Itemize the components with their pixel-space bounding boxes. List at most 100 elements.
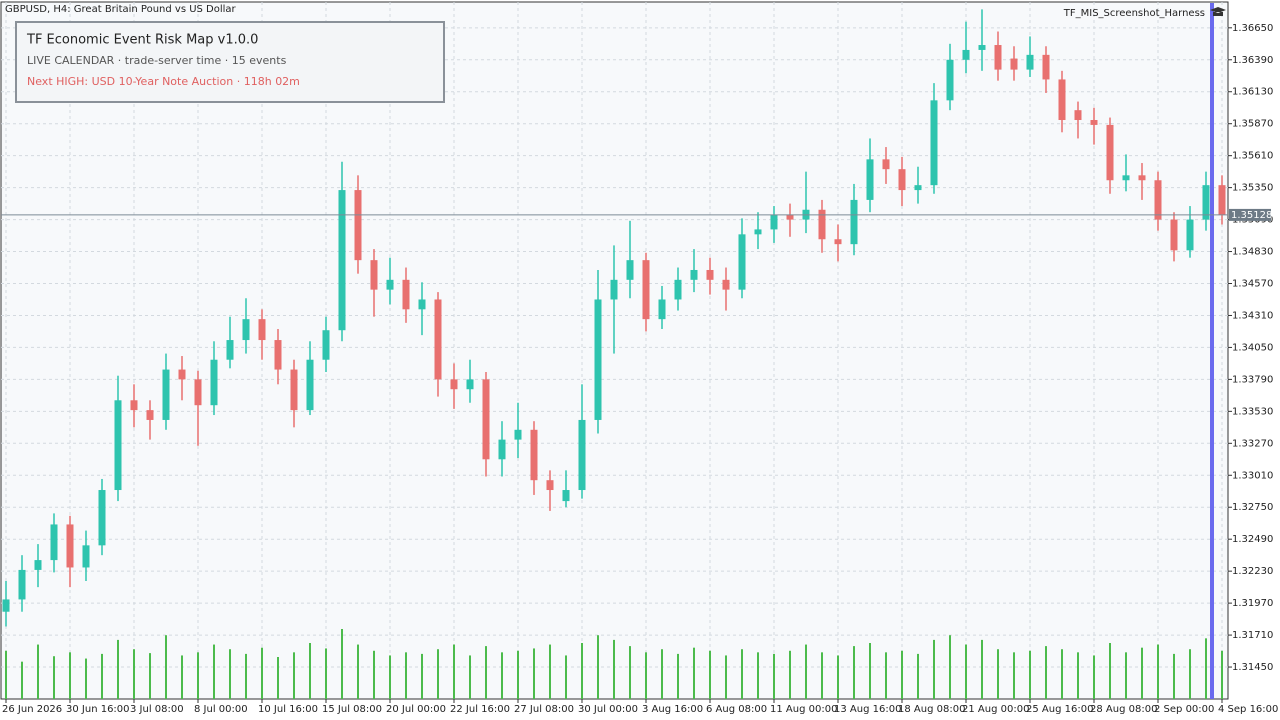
candle-body: [1170, 219, 1178, 251]
y-tick-label: 1.31710: [1232, 630, 1273, 641]
volume-bar: [725, 655, 727, 699]
candle-body: [66, 524, 74, 568]
candle-body: [626, 260, 634, 280]
y-tick-label: 1.33270: [1232, 438, 1273, 449]
candle-body: [178, 369, 186, 380]
candle-body: [674, 279, 682, 300]
volume-bar: [917, 653, 919, 699]
candle-body: [1202, 185, 1210, 220]
candle-body: [50, 524, 58, 561]
volume-bar: [517, 650, 519, 699]
candle-body: [1218, 185, 1226, 215]
volume-bar: [405, 652, 407, 699]
volume-bar: [1205, 638, 1207, 699]
candle-body: [946, 59, 954, 101]
x-tick-label: 3 Aug 16:00: [642, 704, 703, 715]
candle-body: [130, 400, 138, 411]
info-panel: [15, 21, 445, 103]
x-tick-label: 8 Jul 00:00: [194, 704, 248, 715]
candle-layer: [2, 9, 1226, 627]
volume-bar: [1093, 655, 1095, 699]
volume-bar: [149, 653, 151, 699]
volume-bar: [661, 649, 663, 699]
candle-body: [1042, 54, 1050, 80]
volume-bar: [357, 644, 359, 699]
candle-body: [1010, 58, 1018, 70]
candle-body: [146, 410, 154, 420]
panel-status: LIVE CALENDAR · trade-server time · 15 e…: [27, 54, 287, 67]
volume-bar: [501, 652, 503, 699]
volume-bar: [709, 650, 711, 699]
volume-bar: [965, 644, 967, 699]
candle-body: [690, 269, 698, 280]
volume-bar: [805, 644, 807, 699]
volume-bar: [53, 656, 55, 699]
x-tick-label: 3 Jul 08:00: [130, 704, 184, 715]
volume-bar: [981, 639, 983, 699]
y-tick-label: 1.32490: [1232, 534, 1273, 545]
volume-bar: [1125, 652, 1127, 699]
volume-bar: [133, 649, 135, 699]
volume-bar: [693, 647, 695, 699]
x-tick-label: 30 Jul 00:00: [578, 704, 638, 715]
candle-body: [482, 379, 490, 460]
volume-bar: [869, 643, 871, 699]
y-tick-label: 1.35350: [1232, 183, 1273, 194]
candle-body: [82, 545, 90, 568]
volume-bar: [1173, 653, 1175, 699]
volume-bar: [1157, 644, 1159, 699]
x-tick-label: 18 Aug 08:00: [898, 704, 965, 715]
volume-bar: [453, 644, 455, 699]
candle-body: [194, 379, 202, 406]
volume-bar: [85, 658, 87, 699]
candle-body: [834, 239, 842, 245]
chart-title: GBPUSD, H4: Great Britain Pound vs US Do…: [5, 4, 237, 15]
volume-bar: [773, 653, 775, 699]
volume-bar: [789, 650, 791, 699]
panel-title: TF Economic Event Risk Map v1.0.0: [26, 33, 258, 48]
volume-bar: [37, 644, 39, 699]
y-tick-label: 1.32750: [1232, 502, 1273, 513]
y-tick-label: 1.31450: [1232, 662, 1273, 673]
x-tick-label: 25 Aug 16:00: [1026, 704, 1093, 715]
volume-bar: [21, 661, 23, 699]
y-tick-label: 1.36390: [1232, 55, 1273, 66]
x-tick-label: 26 Jun 2026: [2, 704, 62, 715]
volume-bar: [949, 635, 951, 699]
volume-bar: [245, 653, 247, 699]
last-price-box: [1229, 208, 1271, 221]
volume-layer: [5, 629, 1223, 699]
candle-body: [18, 569, 26, 600]
x-tick-label: 22 Jul 16:00: [450, 704, 510, 715]
volume-bar: [837, 655, 839, 699]
volume-bar: [277, 657, 279, 699]
volume-bar: [101, 653, 103, 699]
candle-body: [434, 299, 442, 380]
candle-body: [930, 100, 938, 186]
candle-body: [114, 400, 122, 491]
x-tick-label: 15 Jul 08:00: [322, 704, 382, 715]
volume-bar: [117, 639, 119, 699]
candle-body: [914, 185, 922, 191]
last-price-label: 1.35128: [1231, 210, 1272, 221]
volume-bar: [1109, 643, 1111, 699]
script-name: TF_MIS_Screenshot_Harness: [1063, 8, 1205, 19]
y-tick-label: 1.34570: [1232, 279, 1273, 290]
candle-body: [1154, 180, 1162, 220]
volume-bar: [1045, 646, 1047, 699]
candle-body: [290, 369, 298, 411]
candle-body: [226, 340, 234, 360]
x-tick-label: 21 Aug 00:00: [962, 704, 1029, 715]
y-tick-label: 1.34050: [1232, 342, 1273, 353]
volume-bar: [613, 639, 615, 699]
candle-body: [1138, 175, 1146, 181]
candle-body: [722, 279, 730, 290]
candle-body: [642, 260, 650, 320]
volume-bar: [1141, 647, 1143, 699]
candle-body: [418, 299, 426, 310]
x-tick-label: 2 Sep 00:00: [1154, 704, 1214, 715]
candle-body: [706, 269, 714, 280]
volume-bar: [5, 650, 7, 699]
volume-bar: [389, 655, 391, 699]
